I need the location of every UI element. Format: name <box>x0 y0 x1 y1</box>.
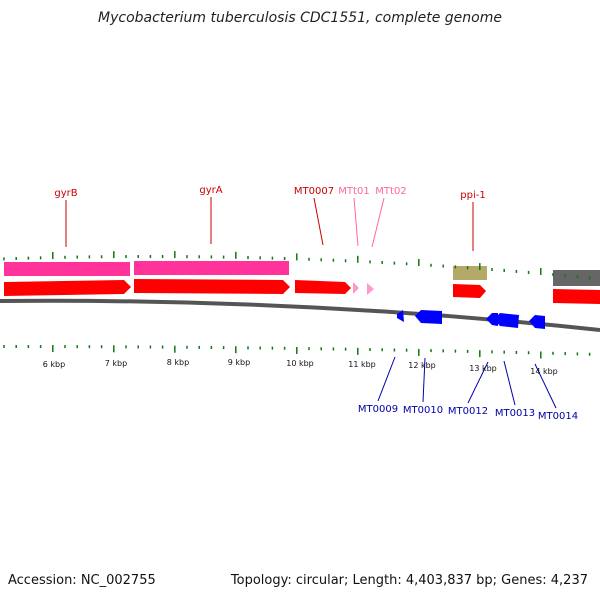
scale-label: 7 kbp <box>105 359 127 368</box>
scale-labels: 6 kbp 7 kbp 8 kbp 9 kbp 10 kbp 11 kbp 12 kbp 13… <box>43 358 558 376</box>
gene-arrow-MT0010[interactable] <box>415 310 442 324</box>
scale-label: 6 kbp <box>43 360 65 369</box>
accession-text: Accession: NC_002755 <box>8 573 156 588</box>
outer-tick-marks <box>3 251 591 280</box>
trna-arrow-MTt01[interactable] <box>353 282 359 294</box>
gene-arrow-gyrA[interactable] <box>134 279 290 294</box>
label-leader-line <box>534 363 557 409</box>
label-leader-line <box>371 197 385 248</box>
map-title: Mycobacterium tuberculosis CDC1551, comp… <box>98 10 502 26</box>
label-MTt02[interactable]: MTt02 <box>375 186 406 197</box>
gene-arrow-MT0007[interactable] <box>295 280 351 294</box>
region-bar-cds-1[interactable] <box>4 262 130 276</box>
gene-arrow-MT0013[interactable] <box>494 313 519 328</box>
label-leader-line <box>313 197 324 246</box>
scale-label: 8 kbp <box>167 358 189 367</box>
label-leader-line <box>503 360 516 406</box>
label-ppi-1[interactable]: ppi-1 <box>460 190 485 201</box>
region-bar-misc[interactable] <box>453 266 487 280</box>
region-bar-other[interactable] <box>553 270 600 286</box>
scale-label: 14 kbp <box>530 367 558 376</box>
label-MT0009[interactable]: MT0009 <box>358 404 398 415</box>
gene-arrow-ppi-1[interactable] <box>453 284 486 298</box>
label-leader-line <box>422 357 426 403</box>
gene-arrow-right-edge[interactable] <box>553 289 600 304</box>
label-gyrB[interactable]: gyrB <box>54 188 77 199</box>
label-MT0014[interactable]: MT0014 <box>538 411 578 422</box>
label-leader-line <box>467 361 489 404</box>
label-MT0010[interactable]: MT0010 <box>403 405 443 416</box>
label-MT0012[interactable]: MT0012 <box>448 406 488 417</box>
gene-arrow-gyrB[interactable] <box>4 280 131 296</box>
gene-arrow-MT0012[interactable] <box>486 313 498 326</box>
label-leader-line <box>353 197 359 247</box>
scale-label: 10 kbp <box>286 359 314 368</box>
label-leader-line <box>377 356 396 402</box>
gene-arrow-MT0014[interactable] <box>529 315 545 329</box>
scale-label: 11 kbp <box>348 360 376 369</box>
gene-arrow-MT0009[interactable] <box>397 310 404 322</box>
label-gyrA[interactable]: gyrA <box>199 185 222 196</box>
scale-label: 12 kbp <box>408 361 436 370</box>
scale-label: 13 kbp <box>469 364 497 373</box>
inner-tick-marks <box>3 345 591 359</box>
scale-label: 9 kbp <box>228 358 250 367</box>
gene-label-lines <box>65 197 557 409</box>
label-MT0013[interactable]: MT0013 <box>495 408 535 419</box>
trna-arrow-MTt02[interactable] <box>367 283 374 295</box>
label-MTt01[interactable]: MTt01 <box>338 186 369 197</box>
region-bar-cds-2[interactable] <box>134 261 289 275</box>
label-MT0007[interactable]: MT0007 <box>294 186 334 197</box>
topology-summary: Topology: circular; Length: 4,403,837 bp… <box>230 573 588 588</box>
